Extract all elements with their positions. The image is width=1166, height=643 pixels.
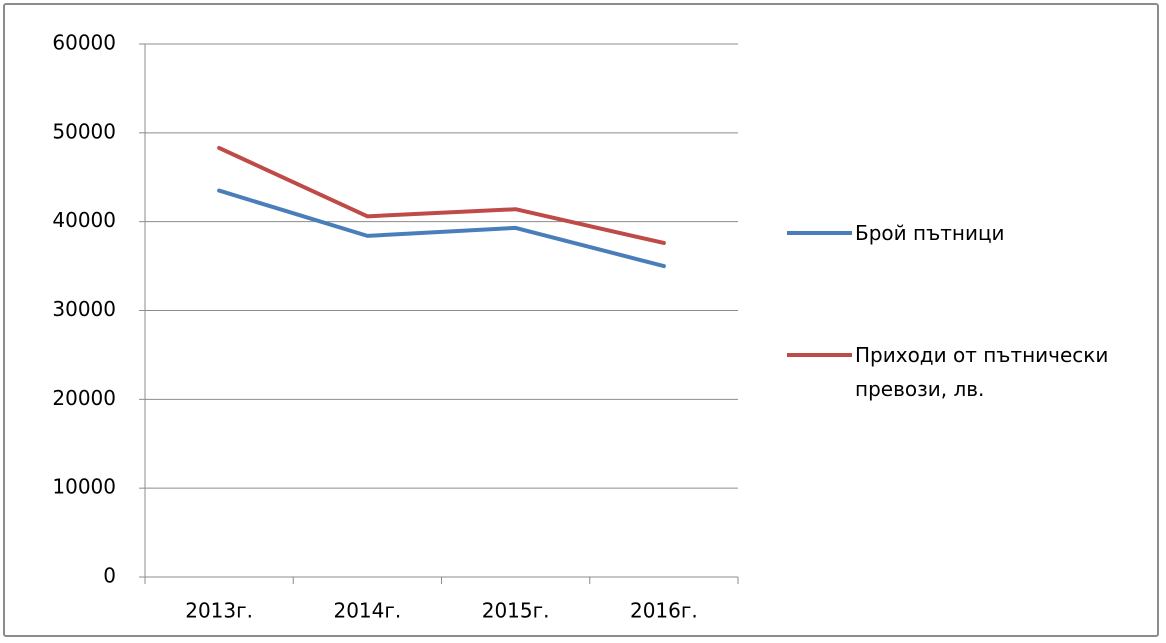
y-tick-label: 0	[103, 564, 116, 588]
series-line	[217, 145, 666, 245]
series-line	[217, 188, 666, 269]
chart-frame	[3, 3, 1159, 637]
x-tick-label: 2013г.	[185, 599, 253, 623]
y-tick-label: 20000	[52, 386, 116, 410]
y-tick-label: 40000	[52, 208, 116, 232]
x-tick-label: 2014г.	[333, 599, 401, 623]
y-tick-label: 60000	[52, 31, 116, 55]
x-tick-label: 2015г.	[482, 599, 550, 623]
y-tick-label: 50000	[52, 119, 116, 143]
y-tick-label: 10000	[52, 475, 116, 499]
x-tick-label: 2016г.	[630, 599, 698, 623]
y-tick-label: 30000	[52, 297, 116, 321]
legend-label: Брой пътници	[855, 221, 1005, 245]
legend-label: Приходи от пътнически превози, лв.	[855, 343, 1109, 401]
